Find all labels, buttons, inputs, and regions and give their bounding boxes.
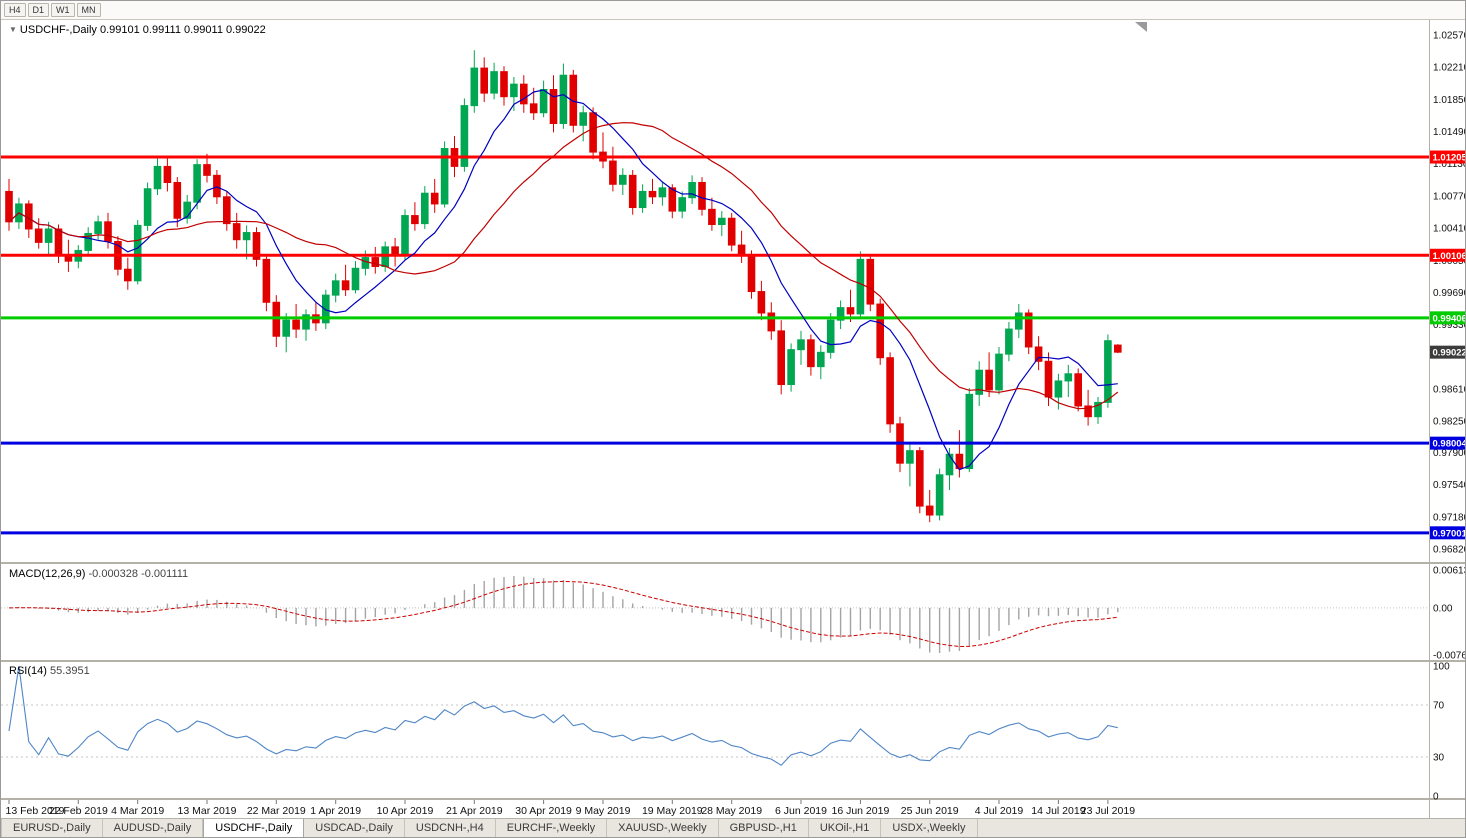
svg-text:23 Jul 2019: 23 Jul 2019 — [1081, 805, 1135, 817]
svg-text:19 May 2019: 19 May 2019 — [642, 805, 703, 817]
svg-text:13 Feb 2019: 13 Feb 2019 — [6, 805, 65, 817]
horizontal-levels — [1, 155, 1429, 535]
svg-text:22 Mar 2019: 22 Mar 2019 — [247, 805, 306, 817]
tab-usdx-weekly[interactable]: USDX-,Weekly — [881, 819, 978, 837]
svg-text:10 Apr 2019: 10 Apr 2019 — [377, 805, 434, 817]
svg-text:0.00613: 0.00613 — [1433, 566, 1466, 577]
macd-values: -0.000328 -0.001111 — [88, 568, 189, 580]
tab-usdchf-daily[interactable]: USDCHF-,Daily — [203, 819, 305, 837]
svg-text:0.00: 0.00 — [1433, 603, 1453, 614]
svg-text:0.99022: 0.99022 — [1433, 348, 1466, 359]
tab-eurusd-daily[interactable]: EURUSD-,Daily — [1, 819, 103, 837]
svg-text:25 Jun 2019: 25 Jun 2019 — [901, 805, 959, 817]
svg-text:30 Apr 2019: 30 Apr 2019 — [515, 805, 572, 817]
svg-text:0.99406: 0.99406 — [1433, 313, 1466, 324]
svg-text:0.97180: 0.97180 — [1433, 512, 1466, 523]
rsi-indicator-label: RSI(14) 55.3951 — [9, 665, 90, 677]
svg-text:0.99330: 0.99330 — [1433, 320, 1466, 331]
timeframe-button-d1[interactable]: D1 — [27, 3, 50, 17]
timeframe-button-h4[interactable]: H4 — [4, 3, 26, 17]
panel-frames — [1, 19, 1465, 821]
svg-text:1.00106: 1.00106 — [1433, 251, 1466, 262]
svg-text:22 Feb 2019: 22 Feb 2019 — [49, 805, 108, 817]
tab-usdcnh-h4[interactable]: USDCNH-,H4 — [405, 819, 496, 837]
svg-text:30: 30 — [1433, 753, 1445, 764]
timeframe-toolbar: H4 D1 W1 MN — [1, 1, 1465, 20]
tab-eurchf-weekly[interactable]: EURCHF-,Weekly — [496, 819, 608, 837]
svg-text:0.96820: 0.96820 — [1433, 545, 1466, 556]
tab-audusd-daily[interactable]: AUDUSD-,Daily — [103, 819, 204, 837]
macd-name: MACD(12,26,9) — [9, 568, 86, 580]
svg-text:-0.00761: -0.00761 — [1433, 651, 1466, 662]
chart-shift-marker-icon[interactable] — [1135, 22, 1147, 32]
svg-text:1.00770: 1.00770 — [1433, 191, 1466, 202]
svg-text:1.02210: 1.02210 — [1433, 63, 1466, 74]
svg-text:16 Jun 2019: 16 Jun 2019 — [831, 805, 889, 817]
svg-text:21 Apr 2019: 21 Apr 2019 — [446, 805, 503, 817]
tab-xauusd-weekly[interactable]: XAUUSD-,Weekly — [607, 819, 719, 837]
chart-ohlc: 0.99101 0.99111 0.99011 0.99022 — [99, 24, 266, 36]
rsi-name: RSI(14) — [9, 665, 47, 677]
svg-text:14 Jul 2019: 14 Jul 2019 — [1031, 805, 1085, 817]
svg-text:0.97001: 0.97001 — [1433, 528, 1466, 539]
svg-text:0.98610: 0.98610 — [1433, 384, 1466, 395]
timeframe-button-w1[interactable]: W1 — [51, 3, 75, 17]
chart-canvas[interactable]: 1.02570 1.02210 1.01850 1.01490 1.01130 1.007… — [1, 19, 1466, 821]
chart-symbol: USDCHF-,Daily — [19, 24, 97, 36]
ma-fast-line — [8, 89, 1118, 471]
tab-ukoil-h1[interactable]: UKOil-,H1 — [809, 819, 882, 837]
svg-text:0.99690: 0.99690 — [1433, 288, 1466, 299]
tab-gbpusd-h1[interactable]: GBPUSD-,H1 — [719, 819, 809, 837]
svg-text:0: 0 — [1433, 792, 1439, 803]
candles-layer — [5, 50, 1122, 523]
rsi-panel: 100 70 30 0 — [1, 662, 1450, 803]
svg-text:1.00410: 1.00410 — [1433, 224, 1466, 235]
tab-usdcad-daily[interactable]: USDCAD-,Daily — [304, 819, 405, 837]
chart-tabs: EURUSD-,Daily AUDUSD-,Daily USDCHF-,Daily U… — [1, 818, 1465, 837]
macd-panel: 0.00613 0.00 -0.00761 — [1, 566, 1466, 662]
svg-text:1.01850: 1.01850 — [1433, 95, 1466, 106]
svg-text:70: 70 — [1433, 701, 1445, 712]
svg-text:0.97540: 0.97540 — [1433, 480, 1466, 491]
chart-title: ▼ USDCHF-,Daily 0.99101 0.99111 0.99011 0… — [9, 24, 266, 36]
svg-text:13 Mar 2019: 13 Mar 2019 — [178, 805, 237, 817]
svg-text:1 Apr 2019: 1 Apr 2019 — [310, 805, 361, 817]
svg-text:4 Mar 2019: 4 Mar 2019 — [111, 805, 164, 817]
collapse-arrow-icon[interactable]: ▼ — [9, 25, 17, 34]
price-axis[interactable]: 1.02570 1.02210 1.01850 1.01490 1.01130 1.007… — [1430, 31, 1466, 556]
svg-text:9 May 2019: 9 May 2019 — [576, 805, 631, 817]
svg-text:4 Jul 2019: 4 Jul 2019 — [975, 805, 1024, 817]
timeframe-button-mn[interactable]: MN — [76, 3, 101, 17]
svg-text:0.97900: 0.97900 — [1433, 448, 1466, 459]
macd-indicator-label: MACD(12,26,9) -0.000328 -0.001111 — [9, 568, 188, 580]
svg-text:100: 100 — [1433, 662, 1450, 673]
svg-text:1.02570: 1.02570 — [1433, 31, 1466, 42]
rsi-value: 55.3951 — [49, 665, 90, 677]
ma-slow-line — [8, 122, 1119, 410]
svg-text:1.01205: 1.01205 — [1433, 153, 1466, 164]
svg-text:6 Jun 2019: 6 Jun 2019 — [775, 805, 827, 817]
svg-text:1.01130: 1.01130 — [1433, 159, 1466, 170]
svg-text:0.98250: 0.98250 — [1433, 417, 1466, 428]
svg-text:28 May 2019: 28 May 2019 — [701, 805, 762, 817]
svg-text:0.98004: 0.98004 — [1433, 439, 1466, 450]
svg-text:1.01490: 1.01490 — [1433, 127, 1466, 138]
